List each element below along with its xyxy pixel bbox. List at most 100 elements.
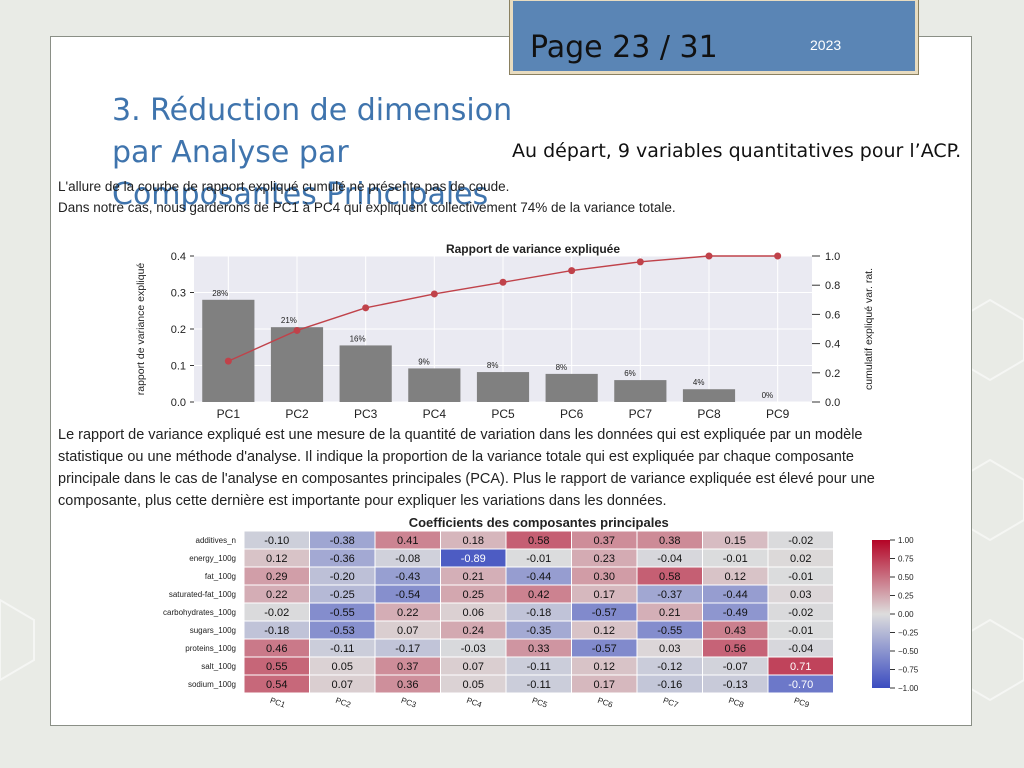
cumulative-point [430, 290, 438, 298]
cell-value: 0.22 [397, 607, 418, 619]
chart-title: Rapport de variance expliquée [446, 242, 620, 256]
bar-pc4 [408, 368, 461, 402]
row-label: proteins_100g [185, 644, 236, 653]
bar-pc7 [614, 380, 667, 402]
cell-value: 0.02 [790, 553, 811, 565]
column-label: PC7 [662, 696, 680, 710]
colorbar-tick-label: −0.50 [898, 647, 919, 656]
colorbar-tick-label: 0.75 [898, 555, 914, 564]
y-axis-label: rapport de variance expliqué [135, 263, 147, 396]
explanation-line: composante, plus cette dernière est impo… [58, 493, 667, 509]
column-label: PC8 [727, 696, 745, 710]
cell-value: 0.37 [397, 661, 418, 673]
cell-value: 0.41 [397, 535, 418, 547]
x-tick-label: PC2 [285, 407, 309, 421]
bar-data-label: 4% [693, 378, 705, 387]
bar-data-label: 21% [281, 316, 297, 325]
cell-value: -0.54 [395, 589, 420, 601]
cell-value: 0.56 [725, 643, 746, 655]
slide-title-line-2: Composantes Principales [112, 177, 489, 212]
cell-value: -0.03 [461, 643, 486, 655]
row-label: sugars_100g [190, 626, 236, 635]
cell-value: 0.07 [332, 679, 353, 691]
y-tick-label: 0.2 [171, 324, 186, 336]
cell-value: 0.29 [266, 571, 287, 583]
cell-value: 0.23 [594, 553, 615, 565]
cell-value: 0.42 [528, 589, 549, 601]
cumulative-point [293, 326, 301, 334]
y2-tick-label: 0.6 [825, 309, 840, 321]
cell-value: -0.02 [788, 535, 813, 547]
colorbar-tick-label: −0.75 [898, 666, 919, 675]
cell-value: 0.24 [463, 625, 484, 637]
slide-subtitle: Au départ, 9 variables quantitatives pou… [512, 140, 962, 162]
cell-value: 0.17 [594, 589, 615, 601]
cell-value: 0.05 [332, 661, 353, 673]
page-header-box [509, 0, 919, 75]
heatmap-cell [767, 674, 834, 694]
bar-pc6 [545, 373, 598, 402]
cell-value: 0.15 [725, 535, 746, 547]
cell-value: -0.18 [526, 607, 551, 619]
cell-value: 0.55 [266, 661, 287, 673]
y2-tick-label: 0.2 [825, 368, 840, 380]
row-label: additives_n [196, 536, 236, 545]
cell-value: 0.07 [397, 625, 418, 637]
y-tick-label: 0.3 [171, 288, 186, 300]
page-year: 2023 [810, 37, 842, 53]
y2-tick-label: 0.8 [825, 280, 840, 292]
row-label: fat_100g [205, 572, 236, 581]
column-label: PC9 [793, 696, 811, 710]
cell-value: -0.08 [395, 553, 420, 565]
bar-data-label: 6% [624, 369, 636, 378]
colorbar-tick-label: −0.25 [898, 629, 919, 638]
column-label: PC2 [334, 696, 352, 710]
row-label: sodium_100g [188, 680, 236, 689]
cell-value: 0.37 [594, 535, 615, 547]
colorbar-tick-label: −1.00 [898, 684, 919, 693]
cell-value: 0.54 [266, 679, 287, 691]
colorbar-tick-label: 0.00 [898, 610, 914, 619]
cell-value: 0.07 [463, 661, 484, 673]
column-label: PC4 [465, 696, 483, 710]
cell-value: -0.12 [657, 661, 682, 673]
variance-bar-chart: 28% PC1 21% PC2 16% PC3 9% PC4 8% PC5 8% PC6 6% PC7 4%… [135, 242, 875, 421]
cell-value: -0.25 [330, 589, 355, 601]
cumulative-point [499, 278, 507, 286]
page-number: Page 23 / 31 [530, 30, 718, 65]
cell-value: -0.02 [788, 607, 813, 619]
x-tick-label: PC5 [491, 407, 515, 421]
cell-value: -0.55 [330, 607, 355, 619]
cell-value: 0.58 [528, 535, 549, 547]
bar-pc3 [339, 345, 392, 402]
cell-value: -0.89 [461, 553, 486, 565]
x-tick-label: PC4 [423, 407, 447, 421]
cell-value: 0.12 [594, 625, 615, 637]
cell-value: 0.05 [463, 679, 484, 691]
colorbar-tick-label: 1.00 [898, 536, 914, 545]
cell-value: -0.44 [526, 571, 551, 583]
cell-value: -0.37 [657, 589, 682, 601]
cell-value: -0.04 [788, 643, 813, 655]
cell-value: 0.33 [528, 643, 549, 655]
cumulative-point [636, 258, 644, 266]
cell-value: -0.02 [264, 607, 289, 619]
cell-value: -0.18 [264, 625, 289, 637]
cell-value: 0.12 [725, 571, 746, 583]
row-label: carbohydrates_100g [163, 608, 236, 617]
cell-value: -0.44 [723, 589, 748, 601]
cell-value: 0.17 [594, 679, 615, 691]
cell-value: -0.43 [395, 571, 420, 583]
cell-value: 0.25 [463, 589, 484, 601]
cell-value: 0.30 [594, 571, 615, 583]
bar-pc8 [682, 389, 736, 402]
x-tick-label: PC7 [629, 407, 653, 421]
intro-line: L'allure de la courbe de rapport expliqu… [58, 179, 510, 194]
cell-value: -0.57 [592, 607, 617, 619]
cumulative-point [362, 304, 370, 312]
x-tick-label: PC8 [697, 407, 721, 421]
cumulative-point [568, 267, 576, 275]
x-tick-label: PC6 [560, 407, 584, 421]
slide-title-line-1: 3. Réduction de dimension par Analyse pa… [112, 93, 513, 170]
y2-tick-label: 1.0 [825, 251, 840, 263]
